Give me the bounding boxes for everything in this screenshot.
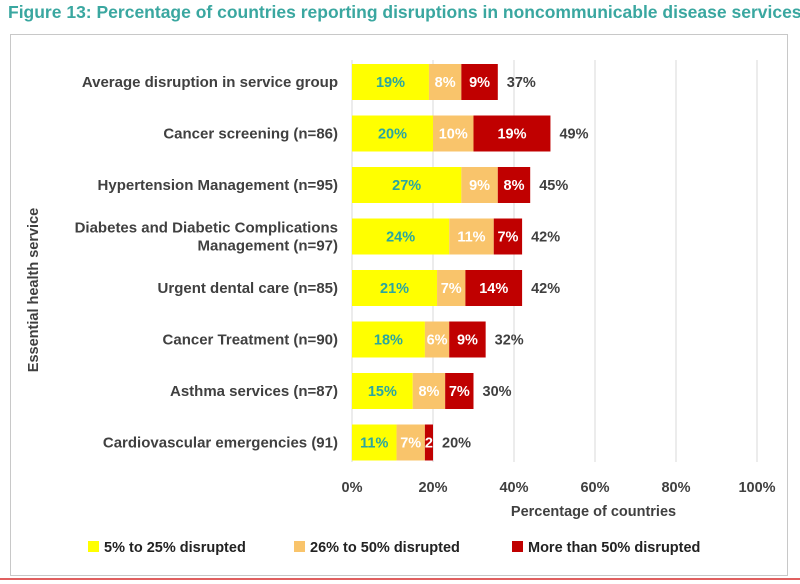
bar-segment	[493, 218, 523, 255]
x-tick-label: 80%	[661, 480, 690, 496]
bar-segment	[424, 321, 450, 358]
bar-value-label: 19%	[497, 127, 526, 143]
bar-value-label: 9%	[469, 178, 490, 194]
total-label: 42%	[531, 281, 560, 297]
category-label: Cardiovascular emergencies (91)	[103, 435, 338, 452]
bar-value-label: 15%	[368, 384, 397, 400]
bar-value-label: 24%	[386, 230, 415, 246]
category-label: Urgent dental care (n=85)	[158, 280, 338, 297]
bar-value-label: 8%	[435, 75, 456, 91]
bar-segment	[352, 218, 450, 255]
total-label: 32%	[495, 333, 524, 349]
bar-value-label: 14%	[479, 281, 508, 297]
x-tick-label: 40%	[499, 480, 528, 496]
category-label: Management (n=97)	[198, 238, 338, 255]
bar-value-label: 7%	[449, 384, 470, 400]
category-label: Average disruption in service group	[82, 74, 338, 91]
bar-segment	[352, 270, 438, 306]
total-label: 42%	[531, 230, 560, 246]
total-label: 49%	[559, 127, 588, 143]
category-label: Hypertension Management (n=95)	[98, 177, 338, 194]
bar-segment	[449, 321, 486, 358]
x-tick-label: 60%	[580, 480, 609, 496]
bar-value-label: 7%	[441, 281, 462, 297]
bar-segment	[465, 270, 523, 306]
bar-segment	[461, 64, 498, 100]
total-label: 37%	[507, 75, 536, 91]
legend-swatch	[88, 541, 99, 552]
bar-value-label: 21%	[380, 281, 409, 297]
bar-value-label: 2	[425, 436, 433, 452]
bar-segment	[424, 424, 433, 461]
bar-value-label: 19%	[376, 75, 405, 91]
bar-value-label: 10%	[439, 127, 468, 143]
legend-swatch	[512, 541, 523, 552]
total-label: 45%	[539, 178, 568, 194]
bottom-rule	[0, 578, 800, 580]
bar-value-label: 8%	[504, 178, 525, 194]
bar-segment	[428, 64, 462, 100]
bar-segment	[437, 270, 466, 306]
bar-value-label: 7%	[400, 436, 421, 452]
x-tick-label: 0%	[342, 480, 363, 496]
bar-segment	[461, 167, 498, 203]
bar-segment	[396, 424, 425, 461]
bar-value-label: 6%	[427, 333, 448, 349]
category-label: Cancer Treatment (n=90)	[163, 332, 338, 349]
x-tick-label: 100%	[738, 480, 775, 496]
figure-title: Figure 13: Percentage of countries repor…	[8, 2, 800, 22]
category-label: Diabetes and Diabetic Complications	[75, 220, 338, 237]
bar-segment	[352, 424, 397, 461]
bar-segment	[497, 167, 531, 203]
legend-label: 5% to 25% disrupted	[104, 540, 246, 556]
bar-segment	[473, 115, 551, 152]
bar-segment	[352, 64, 429, 100]
bar-value-label: 27%	[392, 178, 421, 194]
total-label: 20%	[442, 436, 471, 452]
category-label: Asthma services (n=87)	[170, 383, 338, 400]
x-axis-title: Percentage of countries	[511, 504, 676, 520]
bar-value-label: 8%	[418, 384, 439, 400]
y-axis-title: Essential health service	[26, 208, 42, 372]
legend-swatch	[294, 541, 305, 552]
bar-segment	[352, 115, 433, 152]
legend-label: 26% to 50% disrupted	[310, 540, 460, 556]
bar-segment	[352, 373, 413, 409]
bar-segment	[352, 167, 462, 203]
bar-value-label: 9%	[469, 75, 490, 91]
total-label: 30%	[483, 384, 512, 400]
category-label: Cancer screening (n=86)	[163, 126, 338, 143]
bar-segment	[449, 218, 494, 255]
bar-value-label: 11%	[360, 436, 388, 452]
bar-value-label: 11%	[457, 230, 485, 246]
bar-value-label: 18%	[374, 333, 403, 349]
bar-segment	[352, 321, 425, 358]
bar-value-label: 9%	[457, 333, 478, 349]
bar-value-label: 20%	[378, 127, 407, 143]
bar-value-label: 7%	[497, 230, 518, 246]
x-tick-label: 20%	[418, 480, 447, 496]
bar-segment	[445, 373, 474, 409]
bar-segment	[412, 373, 446, 409]
legend-label: More than 50% disrupted	[528, 540, 700, 556]
bar-segment	[433, 115, 474, 152]
